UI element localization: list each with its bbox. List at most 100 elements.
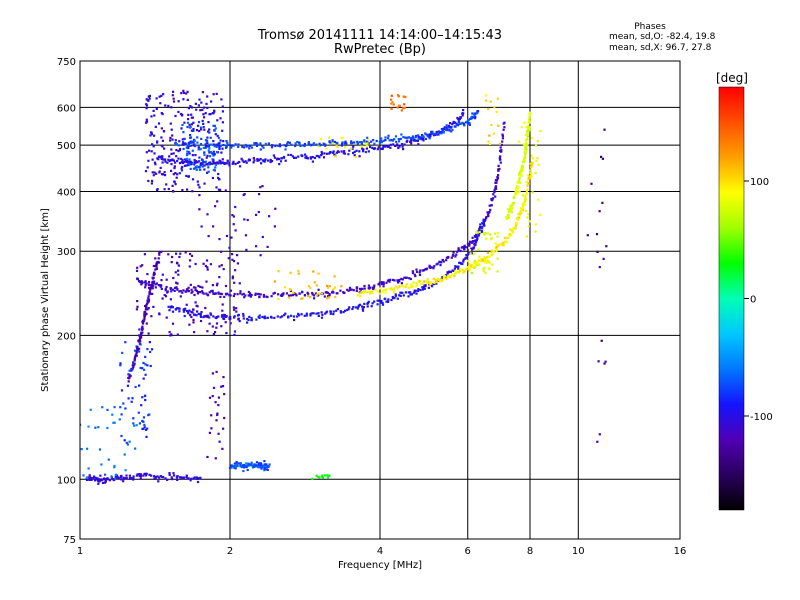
trace-point	[382, 139, 385, 142]
trace-point	[143, 316, 146, 319]
trace-point	[426, 282, 429, 285]
trace-point	[502, 241, 505, 244]
cluster-point	[159, 102, 162, 105]
trace-point	[255, 144, 259, 147]
trace-point	[358, 303, 362, 306]
cluster-point	[191, 178, 195, 181]
cluster-point	[597, 360, 600, 363]
cluster-point	[153, 114, 156, 117]
trace-point	[344, 140, 347, 143]
trace-point	[465, 267, 468, 271]
trace-point	[187, 477, 190, 480]
trace-point	[97, 482, 100, 485]
trace-point	[246, 321, 249, 324]
trace-point	[502, 244, 505, 247]
trace-point	[439, 264, 442, 267]
trace-point	[209, 161, 212, 164]
cluster-point	[170, 261, 173, 264]
trace-point	[312, 312, 315, 315]
trace-point	[174, 161, 177, 164]
trace-point	[507, 236, 510, 239]
cluster-point	[146, 99, 149, 102]
cluster-point	[490, 236, 493, 239]
cluster-point	[188, 123, 191, 126]
cluster-point	[157, 122, 161, 125]
cluster-point	[168, 155, 171, 158]
cluster-point	[534, 171, 537, 175]
trace-point	[365, 147, 368, 150]
cluster-point	[212, 333, 215, 336]
trace-point	[454, 270, 457, 273]
trace-point	[404, 136, 407, 139]
cluster-point	[328, 136, 331, 139]
trace-point	[524, 139, 527, 142]
trace-point	[526, 188, 529, 191]
cluster-point	[201, 159, 204, 162]
cluster-point	[474, 259, 477, 262]
cluster-point	[519, 181, 522, 184]
trace-point	[522, 161, 525, 164]
trace-point	[294, 142, 297, 145]
trace-point	[241, 159, 244, 162]
trace-point	[379, 287, 382, 290]
x-axis-label: Frequency [MHz]	[338, 560, 422, 571]
cluster-point	[146, 308, 149, 311]
cluster-point	[192, 144, 195, 147]
cluster-point	[151, 158, 154, 161]
cluster-point	[163, 293, 166, 297]
cluster-point	[138, 328, 141, 331]
cluster-point	[213, 153, 216, 156]
cluster-point	[118, 418, 121, 421]
trace-point	[101, 481, 105, 484]
trace-point	[320, 316, 324, 319]
cluster-point	[207, 145, 210, 148]
trace-point	[416, 289, 419, 292]
cluster-point	[134, 349, 137, 352]
cluster-point	[144, 286, 147, 289]
cluster-point	[217, 396, 220, 399]
cluster-point	[169, 139, 172, 142]
trace-point	[355, 289, 358, 292]
trace-point	[146, 299, 149, 302]
trace-point	[513, 201, 516, 204]
trace-point	[89, 477, 92, 480]
cluster-point	[238, 282, 241, 285]
cluster-point	[101, 406, 104, 409]
cluster-point	[146, 427, 149, 430]
trace-point	[342, 311, 345, 314]
trace-point	[362, 306, 365, 309]
trace-point	[256, 143, 259, 146]
trace-point	[423, 269, 426, 272]
trace-point	[380, 299, 383, 303]
cluster-point	[189, 167, 192, 170]
cluster-point	[224, 189, 227, 192]
cluster-point	[203, 182, 206, 185]
trace-point	[464, 121, 468, 124]
trace-point	[413, 138, 416, 141]
cluster-point	[147, 159, 150, 162]
cluster-point	[119, 362, 122, 365]
cluster-point	[492, 132, 496, 135]
cluster-point	[169, 136, 172, 139]
trace-point	[454, 271, 457, 275]
trace-point	[407, 291, 410, 294]
y-tick-label: 300	[57, 247, 76, 258]
trace-point	[439, 261, 442, 264]
trace-point	[140, 331, 143, 334]
trace-point	[368, 287, 371, 290]
trace-point	[179, 290, 182, 293]
trace-point	[361, 305, 364, 308]
trace-point	[284, 148, 287, 151]
trace-point	[419, 289, 422, 292]
cluster-point	[321, 476, 324, 479]
cluster-point	[123, 439, 126, 442]
trace-point	[512, 203, 515, 206]
cluster-point	[243, 218, 246, 221]
trace-point	[238, 160, 241, 164]
trace-point	[226, 141, 229, 144]
cluster-point	[257, 210, 260, 214]
trace-point	[261, 145, 264, 148]
trace-point	[145, 305, 148, 308]
trace-point	[528, 129, 531, 132]
trace-point	[475, 260, 478, 263]
